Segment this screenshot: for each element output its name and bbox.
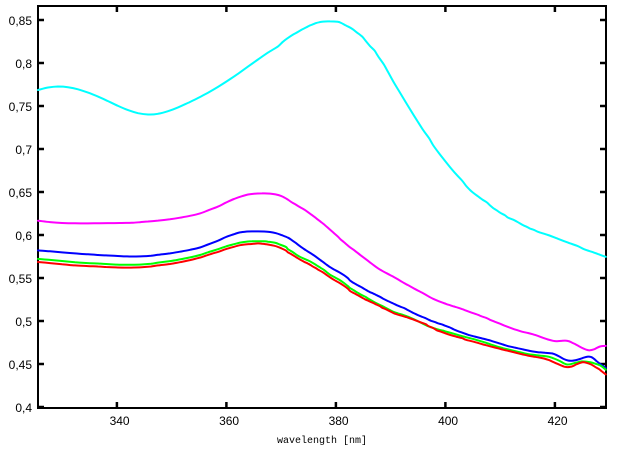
svg-text:0,8: 0,8 (15, 57, 32, 71)
svg-text:0,55: 0,55 (9, 272, 33, 286)
svg-text:wavelength [nm]: wavelength [nm] (277, 435, 367, 447)
svg-text:0,65: 0,65 (9, 186, 33, 200)
svg-text:0,85: 0,85 (9, 14, 33, 28)
svg-text:360: 360 (219, 414, 239, 428)
svg-text:0,45: 0,45 (9, 358, 33, 372)
svg-text:0,6: 0,6 (15, 229, 32, 243)
svg-text:0,75: 0,75 (9, 100, 33, 114)
svg-text:340: 340 (110, 414, 130, 428)
svg-text:420: 420 (548, 414, 568, 428)
svg-text:0,4: 0,4 (15, 401, 32, 415)
svg-text:380: 380 (329, 414, 349, 428)
svg-text:0,7: 0,7 (15, 143, 32, 157)
svg-text:400: 400 (438, 414, 458, 428)
svg-text:0,5: 0,5 (15, 315, 32, 329)
